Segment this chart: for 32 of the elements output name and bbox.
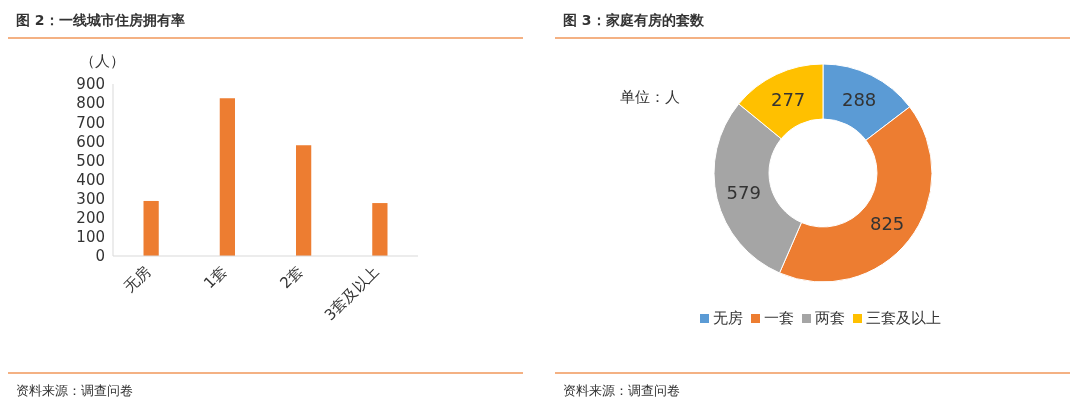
y-tick-label: 800 — [76, 94, 105, 113]
y-tick-label: 700 — [76, 113, 105, 132]
legend-label: 一套 — [762, 309, 794, 328]
data-label: 288 — [841, 89, 877, 111]
y-tick-label: 900 — [76, 75, 105, 94]
y-tick-label: 600 — [76, 132, 105, 151]
chart-title: 图 2：一线城市住房拥有率 — [16, 12, 185, 30]
x-tick-label: 1套 — [200, 262, 231, 293]
x-tick-label: 2套 — [276, 262, 307, 293]
y-axis-title: （人） — [80, 52, 125, 71]
data-label: 579 — [726, 181, 761, 203]
legend-label: 两套 — [813, 309, 845, 328]
legend-label: 无房 — [711, 309, 743, 328]
bar — [219, 98, 235, 256]
bar — [143, 200, 159, 256]
y-tick-label: 300 — [76, 189, 105, 208]
chart-title: 图 3：家庭有房的套数 — [563, 12, 704, 30]
text: 资料来源：调查问卷 — [16, 382, 133, 398]
y-tick-label: 100 — [76, 228, 105, 247]
y-tick-label: 0 — [95, 247, 105, 266]
y-tick-label: 200 — [76, 209, 105, 228]
data-label: 277 — [770, 88, 806, 110]
y-tick-label: 400 — [76, 170, 105, 189]
x-tick-label: 无房 — [120, 262, 154, 297]
text: 资料来源：调查问卷 — [563, 382, 680, 398]
legend-label: 三套及以上 — [864, 309, 941, 328]
x-tick-label: 3套及以上 — [320, 262, 383, 325]
text: 单位：人 — [620, 88, 680, 107]
data-label: 825 — [869, 212, 905, 234]
y-tick-label: 500 — [76, 151, 105, 170]
bar — [296, 145, 312, 256]
bar — [372, 203, 388, 256]
